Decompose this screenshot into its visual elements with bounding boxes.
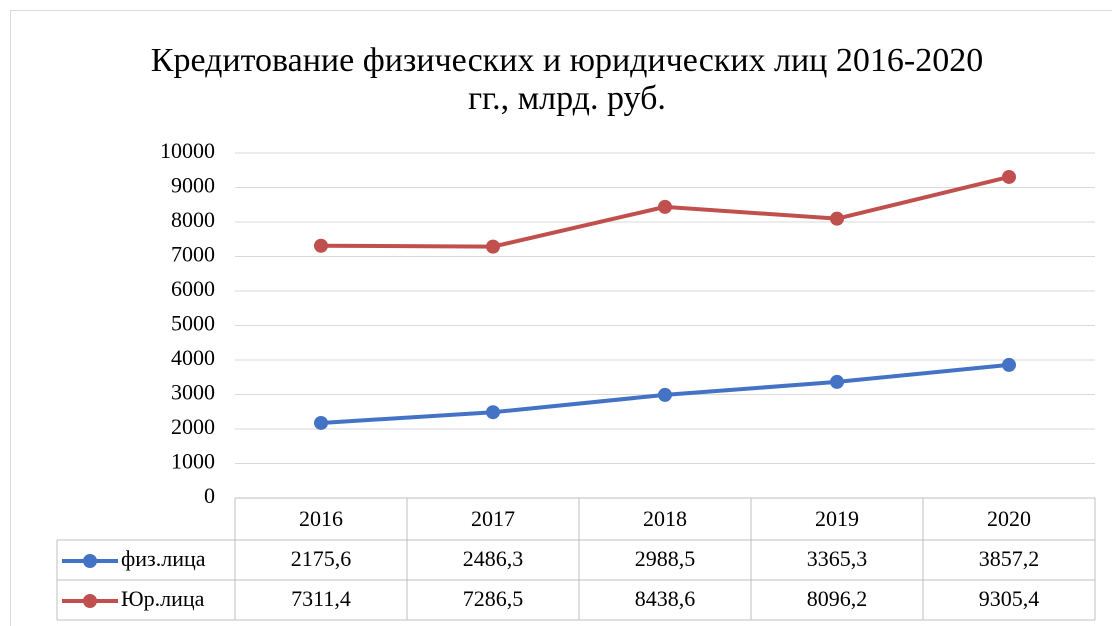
chart-frame: [10, 10, 1112, 626]
x-tick-label: 2019: [815, 506, 859, 531]
legend-marker: [83, 594, 97, 608]
series-marker: [1002, 169, 1016, 184]
x-tick-label: 2016: [299, 506, 343, 531]
y-tick-label: 10000: [160, 138, 215, 163]
x-tick-label: 2017: [471, 506, 515, 531]
series-marker: [1002, 357, 1016, 372]
y-tick-label: 4000: [171, 345, 215, 370]
legend-label: Юр.лица: [121, 586, 205, 611]
legend-marker: [83, 554, 97, 568]
table-value: 7311,4: [291, 586, 351, 611]
y-tick-label: 3000: [171, 380, 215, 405]
y-tick-label: 5000: [171, 311, 215, 336]
y-tick-label: 2000: [171, 414, 215, 439]
series-marker: [658, 199, 672, 214]
y-tick-label: 7000: [171, 242, 215, 267]
table-value: 7286,5: [463, 586, 524, 611]
table-value: 8096,2: [807, 586, 868, 611]
legend-label: физ.лица: [121, 546, 206, 571]
series-marker: [486, 239, 500, 254]
table-value: 3857,2: [979, 546, 1040, 571]
y-tick-label: 1000: [171, 449, 215, 474]
series-marker: [314, 238, 328, 253]
table-value: 9305,4: [979, 586, 1040, 611]
series-marker: [830, 374, 844, 389]
series-marker: [830, 211, 844, 226]
x-tick-label: 2018: [643, 506, 687, 531]
y-tick-label: 0: [204, 483, 215, 508]
x-tick-label: 2020: [987, 506, 1031, 531]
y-tick-label: 6000: [171, 276, 215, 301]
table-value: 2175,6: [291, 546, 352, 571]
table-value: 2988,5: [635, 546, 696, 571]
table-value: 3365,3: [807, 546, 868, 571]
table-value: 2486,3: [463, 546, 524, 571]
series-marker: [658, 387, 672, 402]
series-marker: [314, 415, 328, 430]
table-value: 8438,6: [635, 586, 696, 611]
y-tick-label: 9000: [171, 173, 215, 198]
chart-title: Кредитование физических и юридических ли…: [150, 42, 984, 117]
series-marker: [486, 405, 500, 420]
y-tick-label: 8000: [171, 207, 215, 232]
